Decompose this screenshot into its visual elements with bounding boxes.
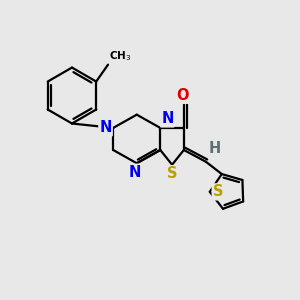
Text: N: N <box>161 111 174 126</box>
Text: H: H <box>208 142 220 157</box>
Text: N: N <box>99 120 112 135</box>
Text: O: O <box>176 88 189 103</box>
Text: S: S <box>213 184 223 200</box>
Text: N: N <box>129 165 142 180</box>
Text: S: S <box>167 166 178 181</box>
Text: CH$_3$: CH$_3$ <box>109 50 131 64</box>
